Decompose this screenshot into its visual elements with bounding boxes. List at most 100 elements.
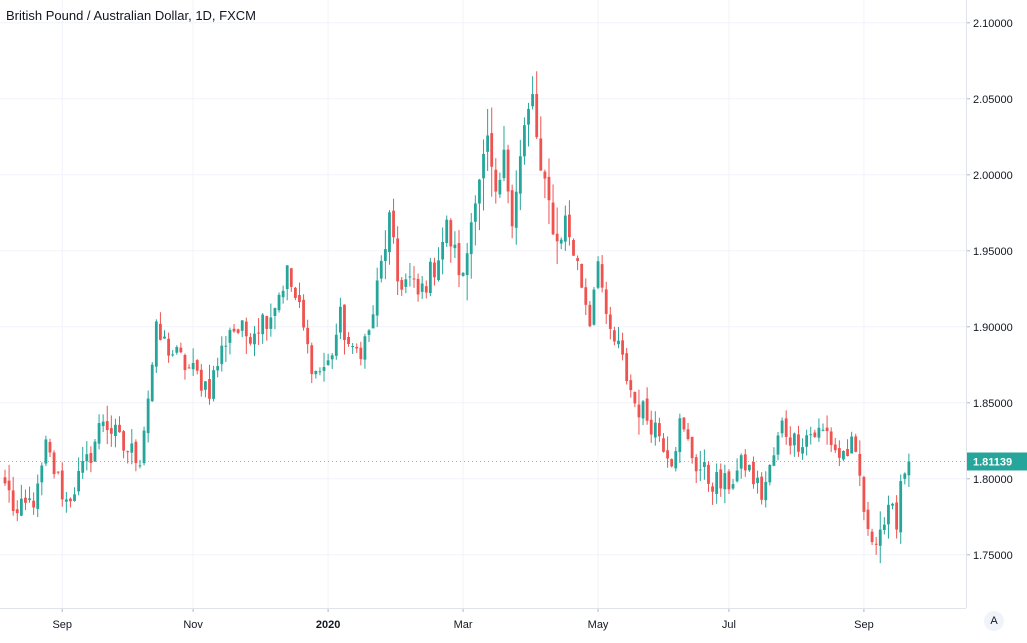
candle-body [621,340,624,355]
candle-body [613,330,616,342]
y-tick-label: 1.80000 [973,474,1013,486]
candle-body [433,262,436,278]
candle-body [212,370,215,399]
candle-body [388,212,391,253]
candle-body [829,431,833,446]
candle-body [73,494,76,501]
candle-body [768,464,772,483]
candle-body [118,424,121,433]
candle-body [866,509,870,530]
candle-body [727,471,731,490]
candle-body [375,280,379,316]
candle-body [220,345,224,365]
candle-body [310,345,314,375]
candle-body [731,484,735,489]
candle-body [154,321,158,367]
candle-body [69,498,72,502]
candle-body [572,240,575,256]
candle-body [359,347,363,360]
candle-body [97,423,101,444]
candle-body [257,332,260,334]
candle-body [674,451,678,469]
grid-lines [0,0,966,608]
candle-body [56,471,60,473]
candle-body [805,435,809,447]
candle-body [261,314,265,335]
candle-body [678,418,682,453]
candle-body [809,434,813,436]
candle-body [183,355,187,371]
candle-body [244,321,248,337]
candle-body [179,347,183,353]
candle-body [592,289,596,325]
candle-body [547,176,551,201]
candle-body [302,299,305,328]
candle-body [175,346,179,353]
candle-body [555,233,559,242]
candle-body [171,354,175,356]
chart-title: British Pound / Australian Dollar, 1D, F… [6,8,256,23]
y-tick-label: 1.90000 [973,322,1013,334]
last-price-label: 1.81139 [973,456,1012,468]
candle-body [760,476,764,500]
candle-body [289,268,293,287]
candle-body [48,441,52,453]
candle-body [735,470,739,482]
candle-body [224,345,228,347]
candle-body [437,260,440,280]
auto-scale-button[interactable]: A [984,611,1004,631]
candle-body [400,280,404,290]
candle-body [653,422,657,438]
candle-body [273,308,277,316]
candle-body [527,108,530,125]
candle-body [895,502,899,530]
candle-body [167,338,170,356]
candle-body [833,444,837,451]
candle-body [89,453,93,463]
candle-body [232,328,236,332]
candle-body [813,432,817,437]
candle-body [707,464,710,484]
candle-body [715,472,719,494]
candle-body [658,423,661,437]
candle-body [60,470,64,500]
candle-body [694,457,698,472]
candle-body [306,327,310,345]
candle-body [518,156,522,194]
candle-body [457,243,461,276]
candle-body [322,367,326,371]
candle-body [314,370,318,375]
candle-body [473,203,477,222]
candle-body [874,543,878,545]
candle-body [3,477,7,484]
candle-body [281,290,285,298]
candle-body [465,253,469,276]
candle-body [396,238,400,282]
candle-body [15,509,19,514]
x-tick-label: Sep [52,619,72,631]
candle-body [19,498,23,516]
candle-body [334,334,338,356]
candle-body [412,278,416,280]
candle-body [216,366,220,371]
candle-body [105,421,109,431]
candle-body [535,93,539,138]
candle-body [514,191,518,228]
axis-labels: 2.10000 2.05000 2.00000 1.95000 1.90000 1.850… [52,18,1027,631]
candle-body [253,333,256,345]
candle-body [887,504,890,525]
candle-body [355,346,359,349]
candle-body [899,481,903,533]
candle-body [891,503,894,506]
candle-body [93,441,97,462]
candle-body [445,219,449,244]
candle-body [449,220,453,247]
candle-body [698,469,702,471]
candle-body [494,169,498,192]
candle-body [428,261,432,293]
candle-body [837,448,841,458]
candle-body [343,304,346,341]
candle-body [11,490,15,511]
